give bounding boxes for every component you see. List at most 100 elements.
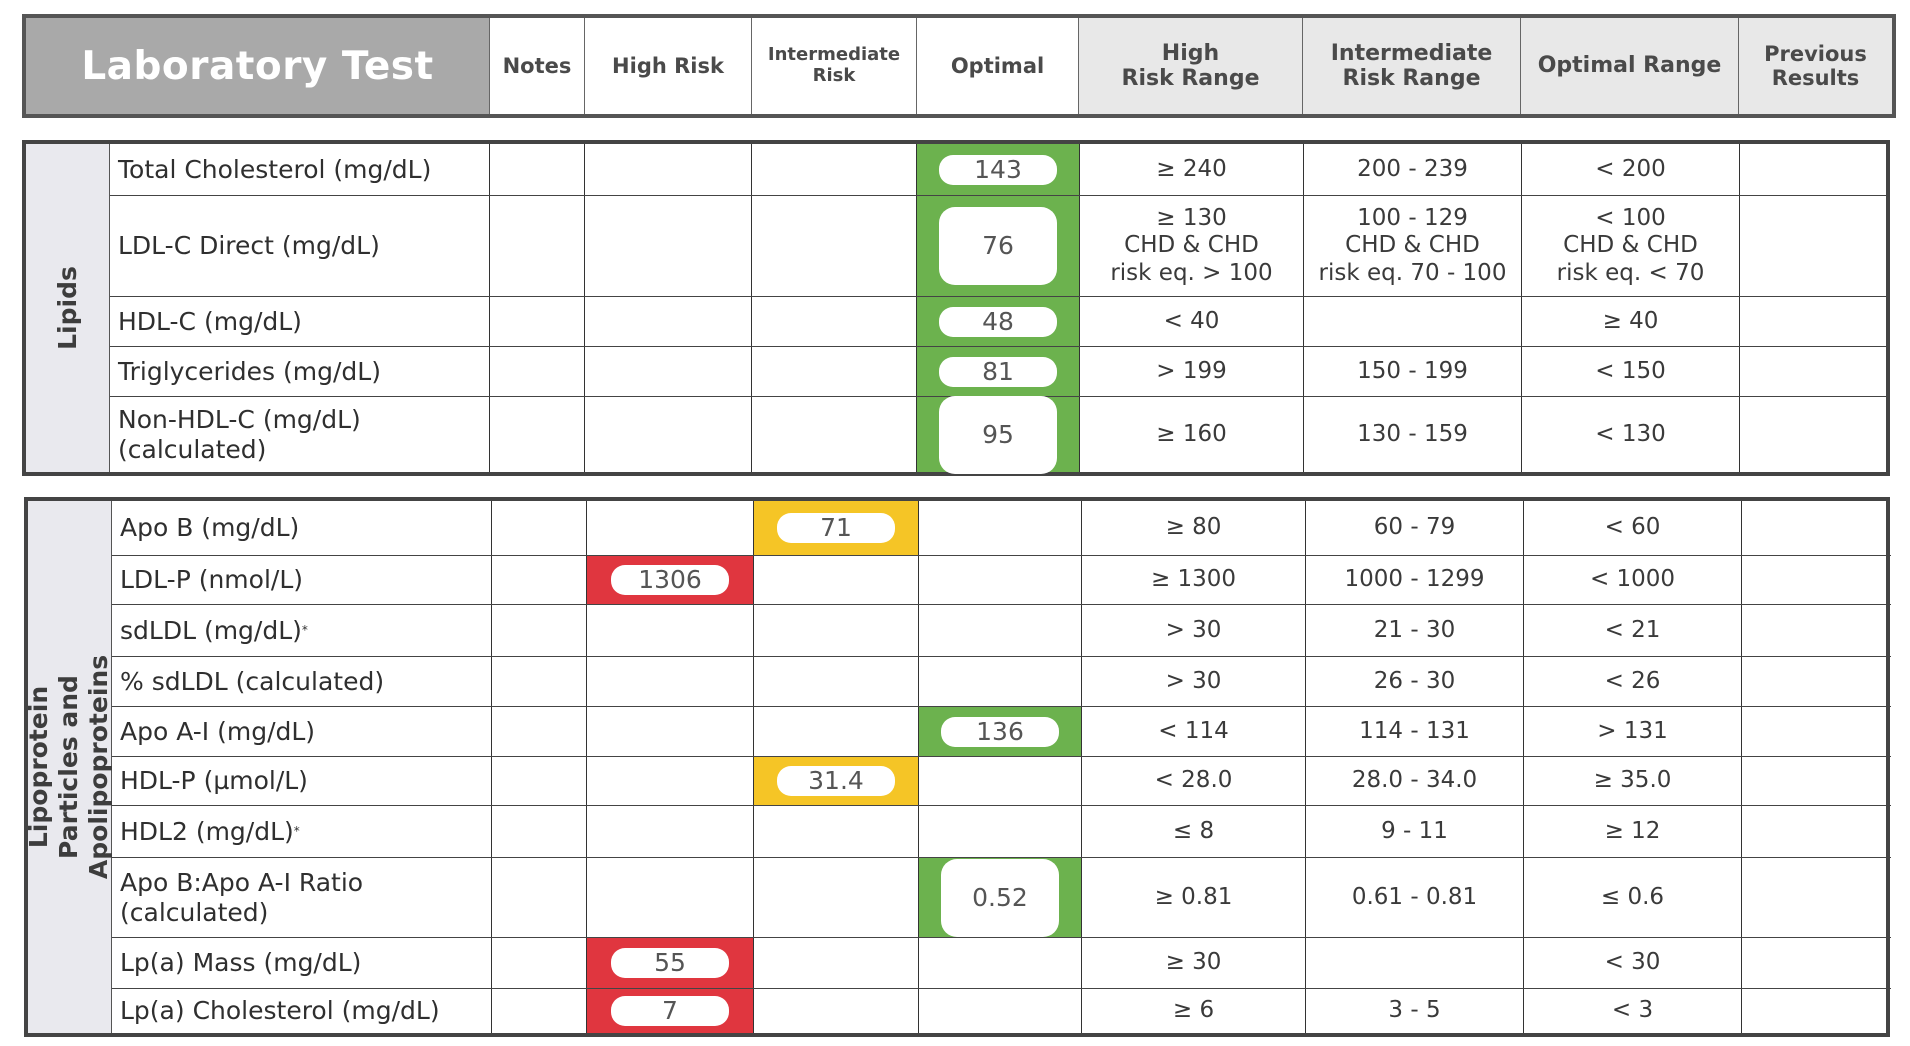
- intermediate-result-cell: [753, 806, 918, 857]
- previous-cell: [1741, 501, 1891, 555]
- notes-cell: [491, 938, 586, 988]
- high-range-value: ≥ 130 CHD & CHD risk eq. > 100: [1110, 204, 1273, 286]
- high-result-cell: 55: [586, 938, 753, 988]
- table-row: HDL-C (mg/dL) 48 < 40 ≥ 40: [110, 296, 1889, 346]
- table-row: Lp(a) Mass (mg/dL) 55 ≥ 30 < 30: [112, 937, 1891, 988]
- optimal-range-value: ≥ 35.0: [1593, 767, 1672, 794]
- col-header-high-risk: High Risk: [584, 18, 751, 114]
- notes-cell: [491, 806, 586, 857]
- col-header-optimal: Optimal: [916, 18, 1078, 114]
- intermediate-result-cell: [751, 297, 916, 346]
- intermediate-range-value: 114 - 131: [1359, 717, 1470, 744]
- table-header: Laboratory Test Notes High Risk Intermed…: [22, 14, 1896, 118]
- footnote-marker: *: [301, 623, 308, 638]
- intermediate-range-cell: 0.61 - 0.81: [1305, 858, 1523, 937]
- notes-cell: [491, 657, 586, 706]
- intermediate-result-cell: 71: [753, 501, 918, 555]
- high-result-cell: [584, 347, 751, 396]
- notes-cell: [489, 196, 584, 296]
- intermediate-range-cell: 28.0 - 34.0: [1305, 757, 1523, 805]
- optimal-range-value: ≥ 12: [1604, 817, 1661, 844]
- previous-cell: [1741, 707, 1891, 756]
- optimal-range-value: < 26: [1604, 667, 1661, 694]
- intermediate-range-value: 28.0 - 34.0: [1351, 767, 1478, 794]
- intermediate-range-value: 21 - 30: [1373, 616, 1456, 643]
- test-name-label: Non-HDL-C (mg/dL) (calculated): [118, 404, 361, 464]
- high-range-cell: ≥ 6: [1081, 989, 1305, 1033]
- high-result-cell: [586, 501, 753, 555]
- result-value-badge: 143: [939, 154, 1057, 185]
- col-header-previous-results: Previous Results: [1738, 18, 1892, 114]
- result-value-badge: 48: [939, 306, 1057, 337]
- intermediate-result-cell: [751, 196, 916, 296]
- section-label-lipoproteins: Lipoprotein Particles and Apolipoprotein…: [25, 501, 114, 1033]
- intermediate-range-cell: 114 - 131: [1305, 707, 1523, 756]
- optimal-range-cell: < 150: [1521, 347, 1739, 396]
- intermediate-range-cell: 9 - 11: [1305, 806, 1523, 857]
- notes-cell: [491, 501, 586, 555]
- test-name: sdLDL (mg/dL) *: [112, 605, 491, 656]
- previous-cell: [1741, 657, 1891, 706]
- optimal-range-value: ≥ 40: [1602, 307, 1659, 334]
- intermediate-result-cell: [753, 556, 918, 604]
- test-name: Triglycerides (mg/dL): [110, 347, 489, 396]
- optimal-range-value: < 200: [1595, 155, 1666, 182]
- previous-cell: [1741, 938, 1891, 988]
- notes-cell: [491, 605, 586, 656]
- table-row: Total Cholesterol (mg/dL) 143 ≥ 240 200 - 2…: [110, 144, 1889, 195]
- table-row: Apo A-I (mg/dL) 136 < 114 114 - 131 > 131: [112, 706, 1891, 756]
- optimal-result-cell: [918, 501, 1081, 555]
- intermediate-range-value: 200 - 239: [1357, 155, 1468, 182]
- test-name: LDL-P (nmol/L): [112, 556, 491, 604]
- optimal-result-cell: [918, 989, 1081, 1033]
- high-range-cell: ≥ 130 CHD & CHD risk eq. > 100: [1079, 196, 1303, 296]
- optimal-range-cell: < 200: [1521, 144, 1739, 195]
- high-range-value: ≥ 160: [1156, 420, 1227, 447]
- optimal-range-cell: < 21: [1523, 605, 1741, 656]
- intermediate-result-cell: [751, 397, 916, 472]
- intermediate-result-cell: [753, 989, 918, 1033]
- high-result-cell: [586, 605, 753, 656]
- test-name-label: LDL-P (nmol/L): [120, 565, 304, 594]
- table-row: LDL-C Direct (mg/dL) 76 ≥ 130 CHD & CHD ri…: [110, 195, 1889, 296]
- high-range-cell: < 28.0: [1081, 757, 1305, 805]
- header-title: Laboratory Test: [26, 18, 489, 114]
- col-header-intermediate-risk: Intermediate Risk: [751, 18, 916, 114]
- high-result-cell: [586, 657, 753, 706]
- result-value-badge: 7: [611, 996, 729, 1026]
- intermediate-result-cell: 31.4: [753, 757, 918, 805]
- optimal-range-cell: < 1000: [1523, 556, 1741, 604]
- high-range-cell: ≥ 160: [1079, 397, 1303, 472]
- intermediate-range-value: 26 - 30: [1373, 667, 1456, 694]
- notes-cell: [491, 757, 586, 805]
- optimal-range-cell: ≥ 40: [1521, 297, 1739, 346]
- previous-cell: [1741, 858, 1891, 937]
- intermediate-range-cell: 130 - 159: [1303, 397, 1521, 472]
- table-row: % sdLDL (calculated) > 30 26 - 30 < 26: [112, 656, 1891, 706]
- optimal-range-cell: < 130: [1521, 397, 1739, 472]
- optimal-range-value: ≤ 0.6: [1600, 883, 1665, 910]
- test-name: LDL-C Direct (mg/dL): [110, 196, 489, 296]
- test-name-label: Lp(a) Cholesterol (mg/dL): [120, 996, 440, 1025]
- high-range-cell: ≥ 80: [1081, 501, 1305, 555]
- table-row: Apo B:Apo A-I Ratio (calculated) 0.52 ≥ 0.…: [112, 857, 1891, 937]
- result-value-badge: 136: [941, 716, 1059, 747]
- notes-cell: [491, 556, 586, 604]
- optimal-range-cell: < 3: [1523, 989, 1741, 1033]
- optimal-result-cell: 0.52: [918, 858, 1081, 937]
- intermediate-result-cell: [753, 938, 918, 988]
- notes-cell: [491, 707, 586, 756]
- notes-cell: [489, 397, 584, 472]
- high-range-value: ≥ 0.81: [1154, 883, 1233, 910]
- optimal-result-cell: 136: [918, 707, 1081, 756]
- table-row: LDL-P (nmol/L) 1306 ≥ 1300 1000 - 1299 < 100…: [112, 555, 1891, 604]
- result-value-badge: 81: [939, 356, 1057, 387]
- section-label-lipids: Lipids: [26, 144, 110, 472]
- optimal-range-cell: ≥ 35.0: [1523, 757, 1741, 805]
- notes-cell: [491, 858, 586, 937]
- optimal-range-value: < 1000: [1589, 566, 1676, 593]
- high-result-cell: [586, 858, 753, 937]
- previous-cell: [1739, 196, 1889, 296]
- col-header-high-risk-range: High Risk Range: [1078, 18, 1302, 114]
- high-range-value: ≥ 80: [1165, 514, 1222, 541]
